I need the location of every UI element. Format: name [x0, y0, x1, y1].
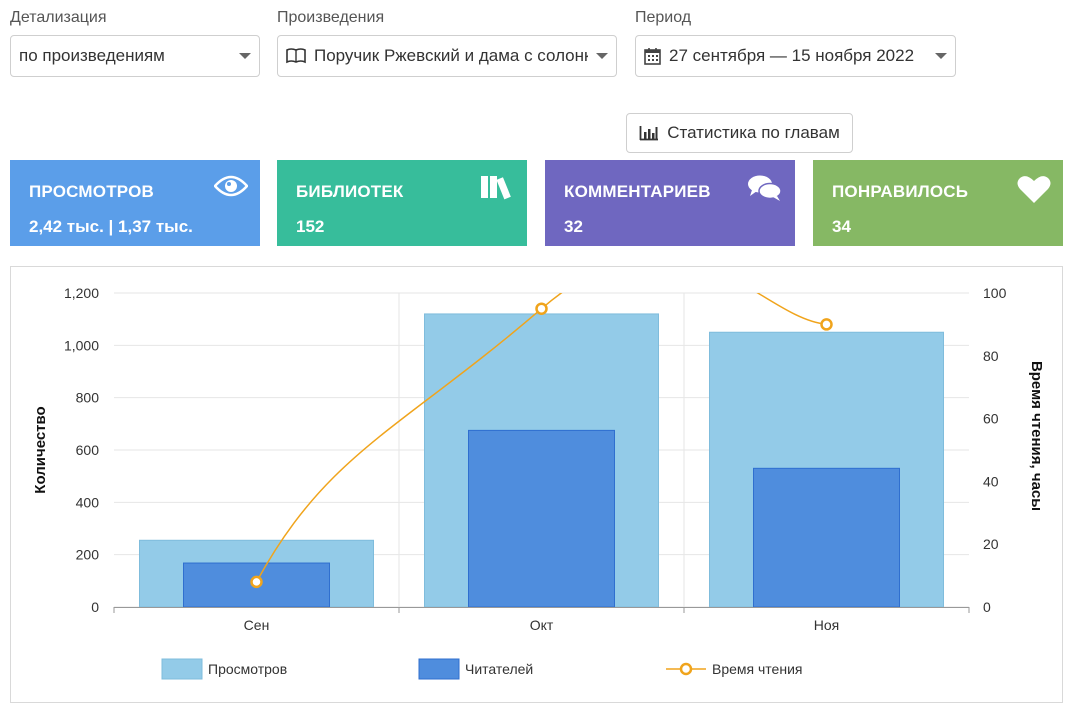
- y-tick-label: 1,200: [64, 285, 99, 301]
- works-select-value: Поручик Ржевский и дама с солонкой: [314, 46, 588, 65]
- chevron-down-icon: [935, 53, 947, 59]
- chapters-stats-label: Статистика по главам: [667, 123, 840, 142]
- views-card: ПРОСМОТРОВ 2,42 тыс. | 1,37 тыс.: [10, 160, 260, 246]
- comments-card-value: 32: [564, 217, 583, 236]
- chapters-stats-button[interactable]: Статистика по главам: [626, 113, 853, 153]
- detail-filter-label: Детализация: [10, 9, 107, 26]
- y-tick-label: 0: [91, 599, 99, 615]
- detail-select-value: по произведениям: [19, 46, 165, 65]
- likes-card-title: ПОНРАВИЛОСЬ: [832, 182, 969, 201]
- chevron-down-icon: [239, 53, 251, 59]
- views-card-title: ПРОСМОТРОВ: [29, 182, 154, 201]
- line-point-reading-time: [535, 302, 548, 315]
- legend-label: Читателей: [465, 661, 533, 677]
- legend-label: Просмотров: [208, 661, 287, 677]
- y-right-tick-label: 40: [983, 473, 999, 489]
- chevron-down-icon: [596, 53, 608, 59]
- y-right-axis-title: Время чтения, часы: [1028, 361, 1045, 511]
- y-right-tick-label: 100: [983, 285, 1007, 301]
- bar-chart-icon: [639, 126, 659, 141]
- stats-chart: 0 200 400 600 800 1,000 1,200 0 20 40 60 80 100 Сен Ок…: [10, 266, 1063, 703]
- y-right-tick-label: 60: [983, 411, 999, 427]
- y-tick-label: 200: [76, 547, 100, 563]
- y-right-tick-label: 20: [983, 536, 999, 552]
- libraries-card-value: 152: [296, 217, 325, 236]
- books-icon: [479, 174, 515, 205]
- x-tick-label: Сен: [244, 617, 270, 633]
- period-select-value: 27 сентября — 15 ноября 2022: [669, 46, 915, 65]
- x-tick-label: Окт: [530, 617, 554, 633]
- eye-icon: [213, 174, 249, 203]
- bar-readers: [753, 467, 900, 608]
- comments-card-title: КОММЕНТАРИЕВ: [564, 182, 711, 201]
- works-filter-label: Произведения: [277, 9, 385, 26]
- y-tick-label: 600: [76, 442, 100, 458]
- y-right-tick-label: 0: [983, 599, 991, 615]
- comments-card: КОММЕНТАРИЕВ 32: [545, 160, 795, 246]
- legend-label: Время чтения: [712, 661, 802, 677]
- legend-swatch-marker: [679, 662, 693, 676]
- stats-chart-svg: 0 200 400 600 800 1,000 1,200 0 20 40 60 80 100 Сен Ок…: [32, 285, 1045, 680]
- works-select[interactable]: Поручик Ржевский и дама с солонкой: [277, 35, 617, 77]
- likes-card-value: 34: [832, 217, 851, 236]
- detail-select[interactable]: по произведениям: [10, 35, 260, 77]
- legend-swatch: [418, 658, 460, 680]
- y-right-tick-label: 80: [983, 348, 999, 364]
- views-card-value: 2,42 тыс. | 1,37 тыс.: [29, 217, 193, 236]
- book-icon: [286, 48, 306, 64]
- y-tick-label: 800: [76, 390, 100, 406]
- libraries-card: БИБЛИОТЕК 152: [277, 160, 527, 246]
- likes-card: ПОНРАВИЛОСЬ 34: [813, 160, 1063, 246]
- heart-icon: [1017, 174, 1051, 209]
- y-tick-label: 400: [76, 494, 100, 510]
- y-axis-title: Количество: [32, 406, 49, 493]
- x-tick-label: Ноя: [814, 617, 839, 633]
- period-filter-label: Период: [635, 9, 692, 26]
- libraries-card-title: БИБЛИОТЕК: [296, 182, 404, 201]
- legend-swatch: [161, 658, 203, 680]
- bar-readers: [468, 429, 615, 608]
- line-point-reading-time: [820, 318, 833, 331]
- y-tick-label: 1,000: [64, 337, 99, 353]
- calendar-icon: [644, 47, 661, 65]
- period-select[interactable]: 27 сентября — 15 ноября 2022: [635, 35, 956, 77]
- line-point-reading-time: [250, 575, 263, 589]
- comments-icon: [747, 174, 783, 207]
